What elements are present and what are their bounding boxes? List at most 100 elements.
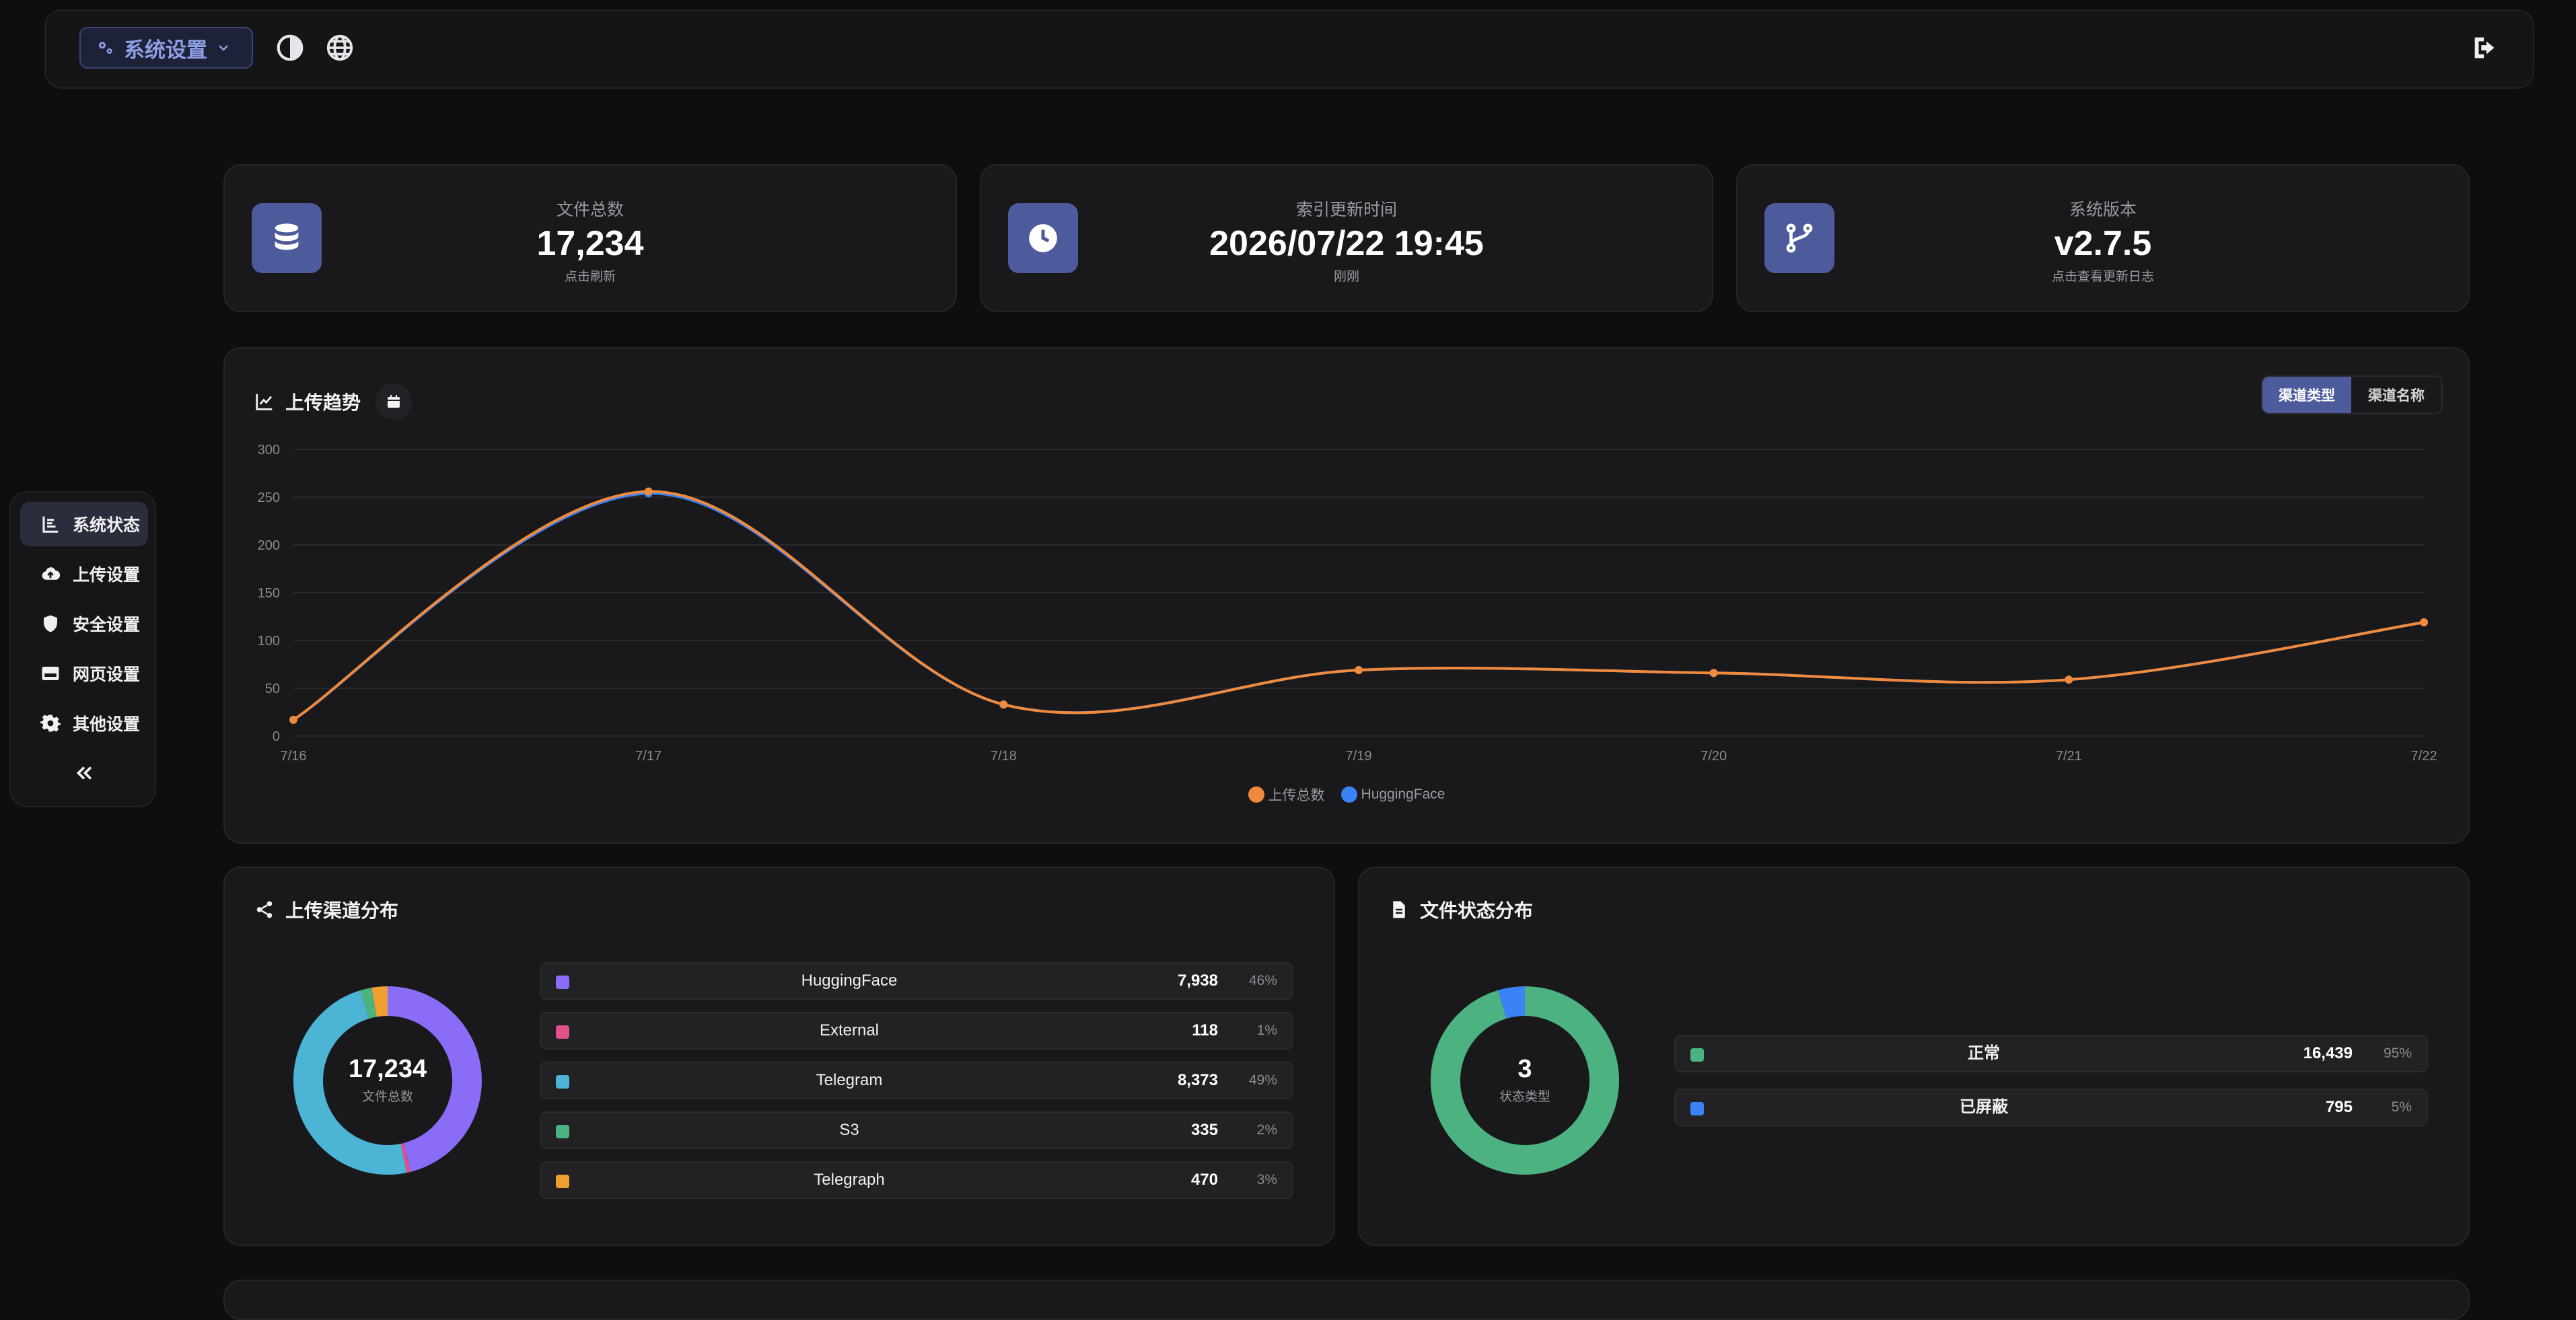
card-title: 上传渠道分布 — [285, 900, 399, 921]
item-percent: 1% — [1256, 1023, 1277, 1038]
channel-slice — [360, 988, 377, 1019]
clock-icon — [1029, 224, 1057, 252]
data-point — [999, 700, 1008, 709]
donut-center-label: 状态类型 — [1499, 1090, 1550, 1104]
channel-distribution-card: 上传渠道分布 17,234 文件总数 HuggingFace 7,938 46%… — [223, 867, 1335, 1246]
cloud-upload-icon — [42, 567, 61, 580]
list-item[interactable]: 已屏蔽 795 5% — [1674, 1089, 2428, 1126]
y-tick-label: 250 — [258, 490, 280, 505]
color-swatch — [556, 1175, 569, 1188]
upload-trend-chart: 0 50 100 150 200 250 300 7/16 7/17 7/18 7/19 7/20 7/… — [258, 443, 2437, 764]
donut-center-value: 3 — [1517, 1055, 1532, 1083]
item-percent: 95% — [2383, 1046, 2412, 1061]
item-percent: 49% — [1248, 1072, 1277, 1088]
list-item[interactable]: S3 335 2% — [540, 1111, 1293, 1149]
status-slice — [1431, 986, 1619, 1175]
sidebar-item-label: 安全设置 — [73, 616, 141, 634]
item-count: 795 — [2325, 1098, 2353, 1116]
y-tick-label: 0 — [273, 729, 280, 744]
legend-item-total[interactable]: 上传总数 — [1248, 784, 1325, 805]
item-count: 470 — [1190, 1171, 1218, 1189]
channel-slice — [387, 986, 482, 1172]
item-percent: 46% — [1248, 973, 1277, 988]
item-name: Telegram — [816, 1071, 883, 1089]
settings-dropdown-button[interactable]: 系统设置 — [79, 27, 253, 69]
donut-center-value: 17,234 — [348, 1055, 427, 1083]
logout-icon[interactable] — [2470, 32, 2501, 63]
list-item[interactable]: 正常 16,439 95% — [1674, 1035, 2428, 1072]
stat-card-total-files[interactable]: 文件总数 17,234 点击刷新 — [223, 164, 957, 312]
color-swatch — [556, 1025, 569, 1039]
x-tick-label: 7/19 — [1346, 749, 1372, 764]
sidebar-item-label: 网页设置 — [73, 665, 141, 684]
calendar-icon — [388, 395, 400, 408]
donut-center-label: 文件总数 — [361, 1090, 413, 1104]
stat-sub: 点击查看更新日志 — [2051, 270, 2154, 284]
item-percent: 5% — [2391, 1099, 2412, 1115]
y-tick-label: 300 — [258, 443, 280, 457]
contrast-icon[interactable] — [275, 32, 306, 63]
channel-slice — [371, 986, 388, 1017]
tab-channel-name[interactable]: 渠道名称 — [2351, 377, 2441, 413]
card-title: 上传趋势 — [285, 392, 361, 413]
legend-label: 上传总数 — [1268, 788, 1325, 803]
channel-slice — [400, 1143, 411, 1173]
sidebar-item-security-settings[interactable]: 安全设置 — [20, 601, 148, 646]
stat-label: 文件总数 — [556, 200, 624, 219]
item-name: 已屏蔽 — [1960, 1098, 2008, 1116]
sidebar-item-web-settings[interactable]: 网页设置 — [20, 651, 148, 696]
stat-label: 系统版本 — [2069, 200, 2137, 219]
stat-card-version[interactable]: 系统版本 v2.7.5 点击查看更新日志 — [1736, 164, 2470, 312]
series-line-total — [292, 490, 2425, 721]
item-name: S3 — [839, 1121, 859, 1139]
x-tick-label: 7/20 — [1701, 749, 1727, 764]
sidebar: 系统状态 上传设置 安全设置 网页设置 其他设置 — [9, 491, 156, 807]
color-swatch — [1690, 1102, 1704, 1115]
calendar-button[interactable] — [375, 383, 413, 420]
color-swatch — [556, 1075, 569, 1089]
x-tick-label: 7/21 — [2056, 749, 2082, 764]
list-item[interactable]: Telegraph 470 3% — [540, 1161, 1293, 1199]
database-icon — [275, 223, 299, 250]
item-name: 正常 — [1968, 1044, 2000, 1062]
stat-card-index-time[interactable]: 索引更新时间 2026/07/22 19:45 刚刚 — [980, 164, 1713, 312]
list-item[interactable]: External 118 1% — [540, 1012, 1293, 1050]
sidebar-item-upload-settings[interactable]: 上传设置 — [20, 552, 148, 596]
list-item[interactable]: Telegram 8,373 49% — [540, 1062, 1293, 1099]
item-count: 118 — [1192, 1021, 1218, 1039]
globe-icon[interactable] — [324, 32, 355, 63]
data-point — [2065, 675, 2073, 684]
top-bar: 系统设置 — [44, 9, 2534, 89]
channel-mode-toggle: 渠道类型 渠道名称 — [2261, 375, 2443, 414]
shield-icon — [44, 615, 57, 632]
item-name: Telegraph — [814, 1171, 885, 1189]
sidebar-item-label: 上传设置 — [73, 566, 141, 585]
list-item[interactable]: HuggingFace 7,938 46% — [540, 962, 1293, 1000]
item-percent: 2% — [1256, 1122, 1277, 1138]
double-chevron-left-icon[interactable] — [73, 762, 96, 784]
sidebar-item-other-settings[interactable]: 其他设置 — [20, 701, 148, 745]
x-tick-label: 7/17 — [635, 749, 661, 764]
legend-label: HuggingFace — [1361, 786, 1445, 802]
channel-slice — [293, 990, 407, 1175]
stat-label: 索引更新时间 — [1295, 200, 1397, 219]
legend-item-huggingface[interactable]: HuggingFace — [1340, 784, 1445, 805]
y-tick-label: 150 — [258, 586, 280, 601]
status-slice — [1497, 986, 1526, 1019]
sidebar-item-system-status[interactable]: 系统状态 — [20, 502, 148, 546]
status-donut-chart — [1431, 986, 1619, 1175]
card-title: 文件状态分布 — [1420, 900, 1534, 921]
window-icon — [42, 667, 59, 680]
sidebar-item-label: 系统状态 — [73, 516, 141, 535]
stat-value: v2.7.5 — [2054, 224, 2152, 263]
stat-sub: 刚刚 — [1333, 270, 1359, 284]
item-percent: 3% — [1256, 1172, 1277, 1187]
tab-channel-type[interactable]: 渠道类型 — [2262, 377, 2351, 413]
branch-icon — [1786, 223, 1813, 253]
share-icon — [256, 901, 273, 918]
data-point — [1355, 666, 1363, 675]
chart-bars-icon — [42, 516, 59, 533]
chevron-down-icon — [219, 45, 228, 51]
item-count: 8,373 — [1177, 1071, 1218, 1089]
data-point — [2420, 618, 2428, 627]
